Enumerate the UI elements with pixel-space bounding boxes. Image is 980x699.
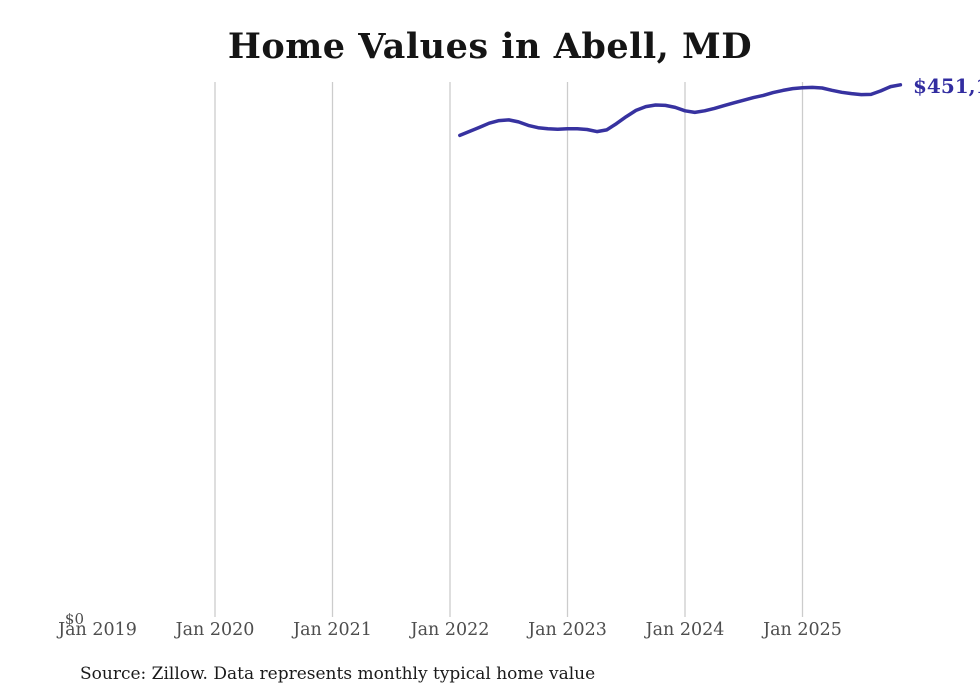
source-note: Source: Zillow. Data represents monthly … — [80, 664, 596, 684]
y-axis-zero-label: $0 — [64, 610, 84, 628]
x-tick-label: Jan 2024 — [645, 620, 725, 640]
x-tick-label: Jan 2021 — [293, 620, 372, 640]
x-tick-label: Jan 2025 — [763, 620, 842, 640]
x-tick-label: Jan 2022 — [410, 620, 490, 640]
series-end-value-label: $451,142 — [913, 74, 980, 98]
x-tick-label: Jan 2023 — [528, 620, 607, 640]
home-value-line — [458, 83, 903, 138]
x-tick-label: Jan 2020 — [175, 620, 255, 640]
chart-title: Home Values in Abell, MD — [227, 26, 753, 67]
x-tick-label: Jan 2019 — [58, 620, 137, 640]
